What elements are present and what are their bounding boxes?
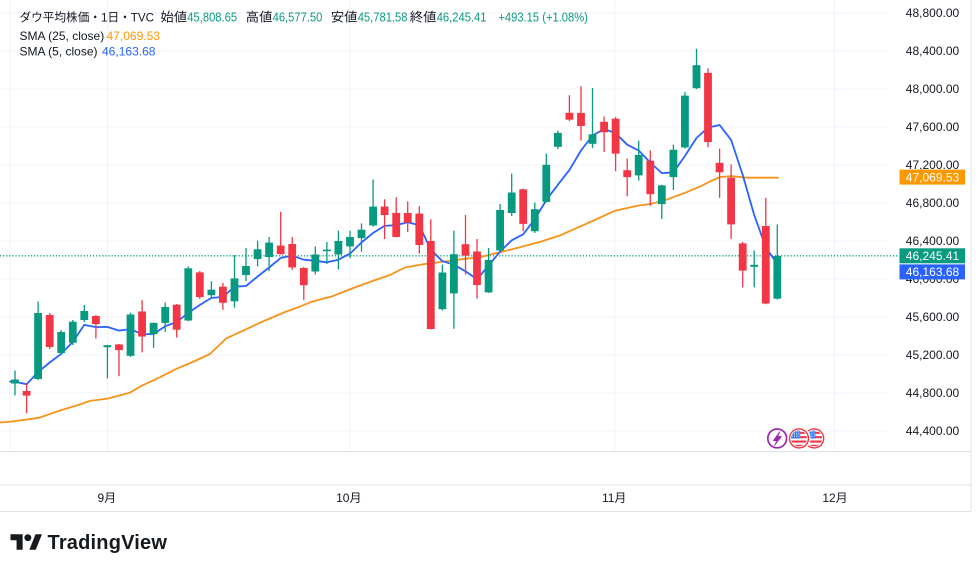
- svg-text:48,800.00: 48,800.00: [906, 6, 960, 20]
- svg-text:45,808.65: 45,808.65: [187, 7, 237, 26]
- svg-text:47,200.00: 47,200.00: [906, 158, 960, 172]
- svg-text:46,245.41: 46,245.41: [906, 249, 960, 263]
- svg-text:46,163.68: 46,163.68: [102, 42, 156, 60]
- svg-text:47,600.00: 47,600.00: [906, 120, 960, 134]
- svg-text:10月: 10月: [336, 489, 361, 506]
- svg-text:47,069.53: 47,069.53: [906, 170, 960, 184]
- svg-text:SMA (25, close): SMA (25, close): [20, 27, 105, 44]
- svg-text:TradingView: TradingView: [48, 532, 168, 554]
- svg-text:ダウ平均株価・1日・TVC: ダウ平均株価・1日・TVC: [20, 8, 155, 26]
- svg-text:始値: 始値: [161, 7, 188, 26]
- svg-text:12月: 12月: [822, 489, 847, 506]
- svg-text:安値: 安値: [331, 7, 358, 26]
- svg-text:44,800.00: 44,800.00: [906, 386, 960, 400]
- svg-text:45,600.00: 45,600.00: [906, 310, 960, 324]
- svg-text:46,245.41: 46,245.41: [437, 7, 487, 26]
- svg-text:終値: 終値: [410, 7, 437, 26]
- svg-text:+493.15 (+1.08%): +493.15 (+1.08%): [498, 7, 588, 26]
- svg-text:45,781.58: 45,781.58: [358, 7, 408, 26]
- svg-text:47,069.53: 47,069.53: [107, 26, 161, 44]
- svg-text:46,577.50: 46,577.50: [273, 7, 323, 26]
- svg-text:SMA (5, close): SMA (5, close): [20, 43, 98, 60]
- svg-text:11月: 11月: [602, 489, 626, 506]
- svg-text:46,163.68: 46,163.68: [906, 265, 960, 279]
- svg-text:48,400.00: 48,400.00: [906, 44, 960, 58]
- svg-text:9月: 9月: [97, 489, 116, 506]
- svg-text:44,400.00: 44,400.00: [906, 424, 960, 438]
- svg-text:46,400.00: 46,400.00: [906, 234, 960, 248]
- svg-text:45,200.00: 45,200.00: [906, 348, 960, 362]
- svg-text:46,800.00: 46,800.00: [906, 196, 960, 210]
- svg-text:高値: 高値: [246, 7, 273, 26]
- svg-text:48,000.00: 48,000.00: [906, 82, 960, 96]
